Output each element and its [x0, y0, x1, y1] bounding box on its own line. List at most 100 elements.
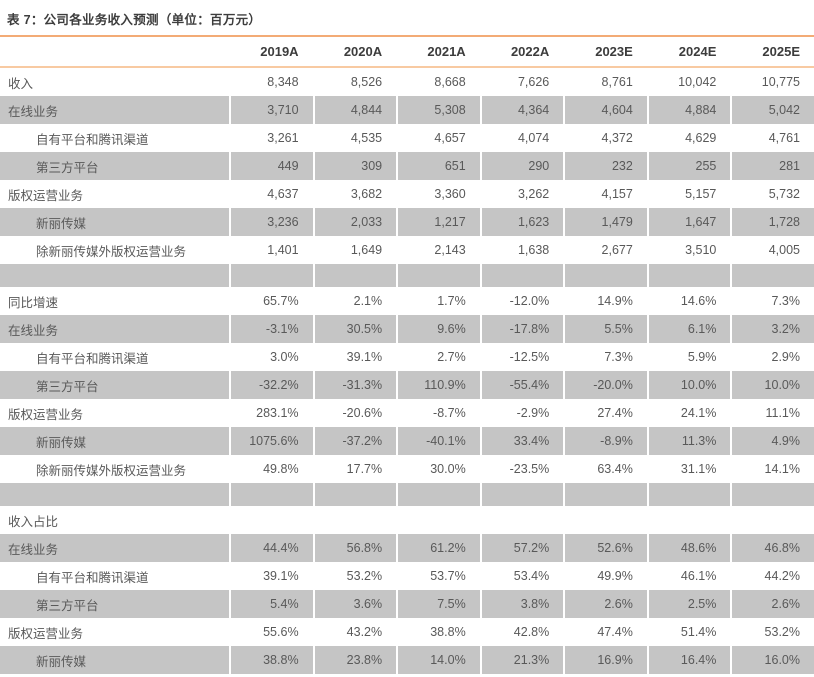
column-header: 2023E	[563, 37, 647, 68]
cell-value: 1,638	[479, 236, 564, 264]
cell-value: 232	[563, 152, 647, 180]
cell-value: 49.8%	[229, 455, 313, 483]
cell-value: 3,261	[229, 124, 313, 152]
cell-value: 14.6%	[646, 287, 731, 315]
cell-value: 10,775	[730, 68, 814, 96]
cell-value: 2,033	[312, 208, 397, 236]
row-label: 第三方平台	[0, 152, 229, 180]
row-label: 版权运营业务	[0, 618, 229, 646]
cell-value: 7,626	[479, 68, 564, 96]
spacer-row	[0, 483, 814, 506]
cell-value: 8,526	[312, 68, 397, 96]
cell-value	[312, 506, 397, 534]
cell-value: 3,360	[396, 180, 480, 208]
spacer-cell	[396, 483, 480, 506]
cell-value: 4.9%	[730, 427, 814, 455]
cell-value: -20.6%	[312, 399, 397, 427]
cell-value: 27.4%	[563, 399, 647, 427]
cell-value: 3,710	[229, 96, 313, 124]
spacer-cell	[563, 264, 647, 287]
cell-value: 4,535	[312, 124, 397, 152]
cell-value: 4,884	[646, 96, 731, 124]
cell-value: 7.3%	[563, 343, 647, 371]
row-label: 新丽传媒	[0, 208, 229, 236]
header-row: 2019A 2020A 2021A 2022A 2023E 2024E 2025E	[0, 37, 814, 68]
cell-value: -40.1%	[396, 427, 480, 455]
cell-value: 2.7%	[396, 343, 480, 371]
cell-value: 39.1%	[229, 562, 313, 590]
cell-value: 4,629	[646, 124, 731, 152]
cell-value: 1,479	[563, 208, 647, 236]
table-row: 新丽传媒 3,236 2,033 1,217 1,623 1,479 1,647 1,728	[0, 208, 814, 236]
table-row: 第三方平台 449 309 651 290 232 255 281	[0, 152, 814, 180]
cell-value: 3.2%	[730, 315, 814, 343]
cell-value: 1,623	[479, 208, 564, 236]
spacer-cell	[229, 483, 313, 506]
cell-value: 4,657	[396, 124, 480, 152]
cell-value	[479, 506, 564, 534]
cell-value: 4,005	[730, 236, 814, 264]
cell-value: 44.4%	[229, 534, 313, 562]
spacer-cell	[730, 264, 814, 287]
cell-value: -55.4%	[479, 371, 564, 399]
cell-value: 7.3%	[730, 287, 814, 315]
cell-value: 4,074	[479, 124, 564, 152]
cell-value: 281	[730, 152, 814, 180]
cell-value: 1.7%	[396, 287, 480, 315]
table-row: 版权运营业务 55.6% 43.2% 38.8% 42.8% 47.4% 51.4% 53.2…	[0, 618, 814, 646]
cell-value: 49.9%	[563, 562, 647, 590]
cell-value: 53.2%	[312, 562, 397, 590]
cell-value: 39.1%	[312, 343, 397, 371]
cell-value: 16.0%	[730, 646, 814, 674]
cell-value: -8.9%	[563, 427, 647, 455]
cell-value: -2.9%	[479, 399, 564, 427]
cell-value: 2.5%	[646, 590, 731, 618]
cell-value: 4,372	[563, 124, 647, 152]
cell-value: 52.6%	[563, 534, 647, 562]
cell-value: 1075.6%	[229, 427, 313, 455]
row-label: 自有平台和腾讯渠道	[0, 562, 229, 590]
cell-value: 55.6%	[229, 618, 313, 646]
table-header: 2019A 2020A 2021A 2022A 2023E 2024E 2025E	[0, 37, 814, 68]
cell-value: 10,042	[646, 68, 731, 96]
column-header: 2024E	[646, 37, 731, 68]
cell-value: 31.1%	[646, 455, 731, 483]
cell-value: -32.2%	[229, 371, 313, 399]
row-label: 自有平台和腾讯渠道	[0, 124, 229, 152]
cell-value: 24.7%	[396, 674, 480, 677]
table-row: 收入占比	[0, 506, 814, 534]
cell-value: 10.0%	[646, 371, 731, 399]
row-label: 收入	[0, 68, 229, 96]
cell-value: -8.7%	[396, 399, 480, 427]
cell-value: 44.2%	[730, 562, 814, 590]
cell-value: 3,510	[646, 236, 731, 264]
column-header: 2019A	[229, 37, 313, 68]
cell-value: 42.8%	[479, 618, 564, 646]
cell-value: 17.7%	[312, 455, 397, 483]
spacer-cell	[646, 483, 731, 506]
cell-value: 2.6%	[563, 590, 647, 618]
spacer-cell	[0, 483, 229, 506]
row-label: 在线业务	[0, 96, 229, 124]
table-row: 在线业务 -3.1% 30.5% 9.6% -17.8% 5.5% 6.1% 3.2%	[0, 315, 814, 343]
cell-value: 51.4%	[646, 618, 731, 646]
cell-value: 61.2%	[396, 534, 480, 562]
cell-value	[646, 506, 731, 534]
table-row: 除新丽传媒外版权运营业务 1,401 1,649 2,143 1,638 2,677 3,5…	[0, 236, 814, 264]
cell-value: 449	[229, 152, 313, 180]
spacer-cell	[479, 264, 564, 287]
spacer-cell	[646, 264, 731, 287]
cell-value: 4,157	[563, 180, 647, 208]
cell-value	[730, 506, 814, 534]
table-row: 自有平台和腾讯渠道 3,261 4,535 4,657 4,074 4,372 4,629 4…	[0, 124, 814, 152]
spacer-cell	[563, 483, 647, 506]
spacer-cell	[730, 483, 814, 506]
cell-value: 21.5%	[479, 674, 564, 677]
cell-value: 2,143	[396, 236, 480, 264]
cell-value: 1,728	[730, 208, 814, 236]
cell-value: 2.6%	[730, 590, 814, 618]
cell-value: 8,761	[563, 68, 647, 96]
spacer-cell	[312, 483, 397, 506]
cell-value: 7.5%	[396, 590, 480, 618]
